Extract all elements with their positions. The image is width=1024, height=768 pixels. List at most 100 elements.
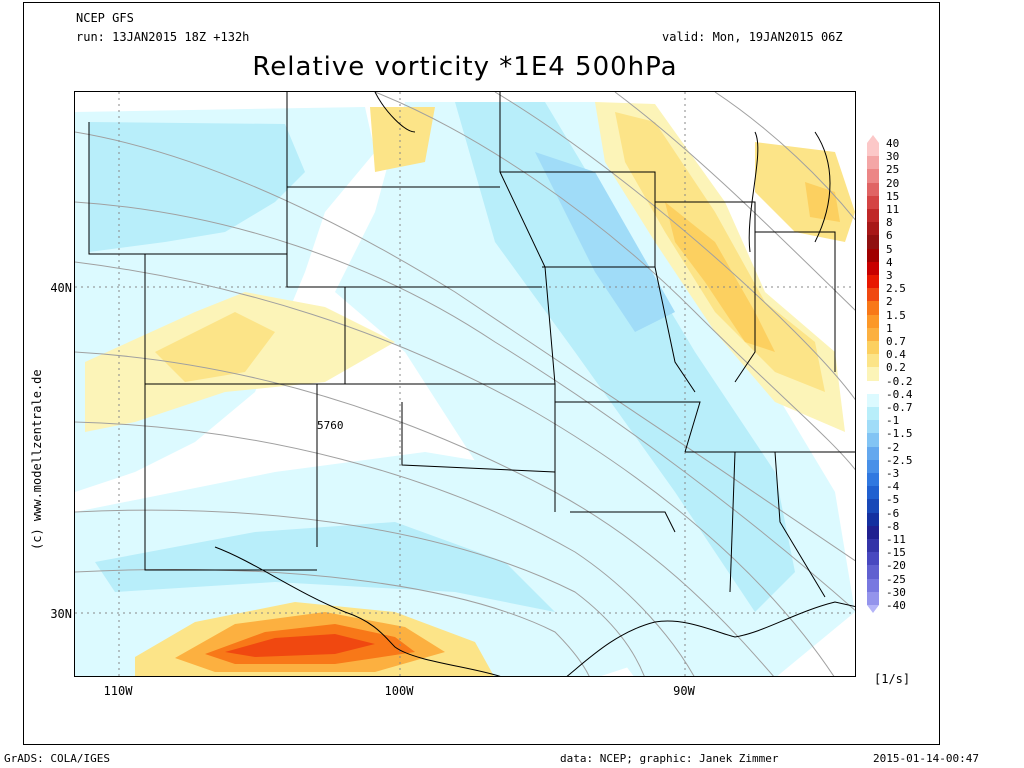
colorbar-level-label: -0.2 <box>886 374 913 388</box>
lat-label-30n: 30N <box>50 607 72 621</box>
colorbar-swatch <box>867 182 879 197</box>
colorbar-level-label: 15 <box>886 189 900 203</box>
lon-label-100w: 100W <box>384 684 414 698</box>
colorbar-swatch <box>867 261 879 276</box>
colorbar-level-label: 11 <box>886 203 900 216</box>
colorbar-level-label: -8 <box>886 519 900 533</box>
colorbar-swatch <box>867 380 879 395</box>
colorbar-swatch <box>867 578 879 593</box>
colorbar-swatch <box>867 525 879 540</box>
colorbar-swatch <box>867 288 879 302</box>
colorbar-level-label: -0.7 <box>886 401 913 414</box>
colorbar-level-label: -6 <box>886 506 900 520</box>
colorbar-level-label: -4 <box>886 480 900 494</box>
state-boundaries <box>88 92 855 598</box>
run-info: run: 13JAN2015 18Z +132h <box>76 30 250 44</box>
colorbar-swatch <box>867 341 879 355</box>
vorticity-map[interactable]: 5760 <box>74 91 856 677</box>
negative-vorticity-region <box>455 102 795 612</box>
colorbar-level-label: 1.5 <box>886 308 906 322</box>
colorbar-level-label: -0.4 <box>886 387 913 401</box>
colorbar-swatch <box>867 222 879 236</box>
colorbar-level-label: -2 <box>886 440 900 454</box>
colorbar-level-label: 30 <box>886 150 900 164</box>
colorbar-swatch <box>867 486 879 500</box>
colorbar-swatch <box>867 565 879 580</box>
colorbar-swatch <box>867 539 879 553</box>
timestamp: 2015-01-14-00:47 <box>873 752 979 765</box>
colorbar-level-label: -20 <box>886 559 906 573</box>
colorbar-level-label: 1 <box>886 321 893 335</box>
colorbar-bottom-arrow <box>867 605 879 613</box>
colorbar-unit: [1/s] <box>874 672 911 686</box>
lon-label-110w: 110W <box>103 684 133 698</box>
colorbar-swatch <box>867 169 879 184</box>
colorbar-level-label: -30 <box>886 585 906 599</box>
height-contours <box>75 92 855 676</box>
colorbar-swatch <box>867 354 879 368</box>
positive-vorticity-region <box>370 107 435 172</box>
negative-vorticity-region <box>95 522 555 612</box>
lat-label-40n: 40N <box>50 281 72 295</box>
valid-time: valid: Mon, 19JAN2015 06Z <box>662 30 843 44</box>
colorbar-swatch <box>867 195 879 210</box>
colorbar-level-label: 25 <box>886 163 900 177</box>
colorbar-level-label: 0.7 <box>886 335 906 348</box>
colorbar-level-label: -3 <box>886 467 900 480</box>
colorbar-level-label: 0.4 <box>886 348 906 362</box>
colorbar-level-label: 5 <box>886 242 893 256</box>
negative-vorticity-region <box>89 122 305 252</box>
positive-vorticity-region <box>225 634 375 657</box>
colorbar-swatch <box>867 143 879 157</box>
map-canvas <box>75 92 855 676</box>
colorbar-level-label: -11 <box>886 533 906 546</box>
lon-label-90w: 90W <box>673 684 695 698</box>
colorbar-swatch <box>867 235 879 250</box>
colorbar-swatch <box>867 367 879 382</box>
colorbar-level-label: -15 <box>886 546 906 560</box>
colorbar-swatch <box>867 512 879 527</box>
plot-frame <box>23 2 940 745</box>
colorbar-swatch <box>867 459 879 474</box>
colorbar-swatch <box>867 275 879 289</box>
data-source: data: NCEP; graphic: Janek Zimmer <box>560 752 779 765</box>
colorbar-swatch <box>867 314 879 329</box>
colorbar-swatch <box>867 499 879 514</box>
contour-label: 5760 <box>317 419 344 432</box>
model-name: NCEP GFS <box>76 11 134 25</box>
colorbar-swatch <box>867 248 879 263</box>
colorbar-level-label: 2.5 <box>886 282 906 296</box>
colorbar-top-arrow <box>867 135 879 143</box>
colorbar-level-label: -2.5 <box>886 453 913 467</box>
map-title: Relative vorticity *1E4 500hPa <box>252 52 678 82</box>
colorbar-swatch <box>867 473 879 487</box>
colorbar-swatch <box>867 156 879 170</box>
colorbar-swatch <box>867 327 879 342</box>
credit-text: (c) www.modellzentrale.de <box>30 369 44 550</box>
colorbar-level-label: 2 <box>886 295 893 309</box>
colorbar-level-label: 8 <box>886 216 893 230</box>
colorbar-level-label: 3 <box>886 269 893 282</box>
colorbar-level-label: 4 <box>886 255 893 269</box>
coastline <box>214 92 855 676</box>
software-credit: GrADS: COLA/IGES <box>4 752 110 765</box>
colorbar-level-label: 6 <box>886 229 893 243</box>
colorbar-level-label: -1.5 <box>886 427 913 441</box>
positive-vorticity-region <box>665 202 775 352</box>
colorbar-swatch <box>867 407 879 421</box>
colorbar-swatch <box>867 446 879 461</box>
colorbar-level-label: 40 <box>886 137 900 150</box>
colorbar-swatch <box>867 209 879 223</box>
colorbar-swatch <box>867 552 879 566</box>
colorbar-swatch <box>867 591 879 606</box>
colorbar-swatch <box>867 433 879 448</box>
colorbar-level-label: -40 <box>886 599 906 612</box>
colorbar-level-label: 20 <box>886 176 900 190</box>
colorbar-level-label: 0.2 <box>886 361 906 375</box>
colorbar-level-label: -1 <box>886 414 900 428</box>
colorbar-swatch <box>867 393 879 408</box>
colorbar-level-label: -25 <box>886 572 906 586</box>
colorbar-level-label: -5 <box>886 493 900 507</box>
colorbar-swatch <box>867 420 879 434</box>
colorbar-swatch <box>867 301 879 316</box>
